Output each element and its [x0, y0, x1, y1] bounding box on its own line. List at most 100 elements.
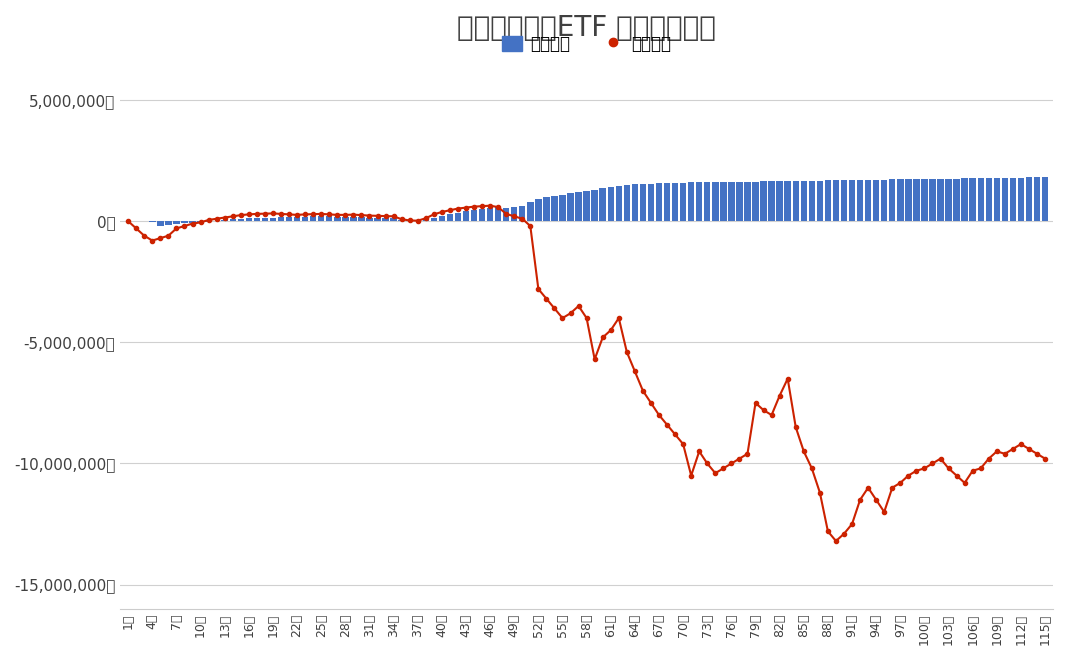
- Bar: [761, 181, 767, 221]
- Bar: [849, 180, 856, 221]
- Bar: [945, 179, 952, 221]
- Bar: [536, 200, 542, 221]
- Bar: [921, 179, 927, 221]
- Bar: [881, 180, 888, 221]
- Bar: [993, 178, 1000, 221]
- Bar: [189, 221, 195, 223]
- Bar: [752, 181, 759, 221]
- Bar: [254, 218, 260, 221]
- Bar: [359, 217, 365, 221]
- Bar: [286, 217, 292, 221]
- Bar: [688, 183, 695, 221]
- Bar: [873, 180, 879, 221]
- Bar: [600, 188, 606, 221]
- Bar: [334, 217, 340, 221]
- Bar: [591, 190, 598, 221]
- Bar: [391, 218, 397, 221]
- Bar: [245, 218, 252, 221]
- Bar: [970, 179, 976, 221]
- Bar: [1018, 177, 1024, 221]
- Bar: [382, 218, 388, 221]
- Bar: [1009, 178, 1016, 221]
- Bar: [937, 179, 943, 221]
- Bar: [728, 182, 734, 221]
- Bar: [954, 179, 960, 221]
- Bar: [479, 209, 485, 221]
- Bar: [165, 221, 172, 225]
- Legend: 実現損益, 評価損益: 実現損益, 評価損益: [495, 28, 679, 60]
- Bar: [986, 178, 992, 221]
- Bar: [398, 219, 404, 221]
- Bar: [584, 191, 590, 221]
- Bar: [519, 206, 525, 221]
- Bar: [487, 208, 493, 221]
- Bar: [375, 217, 381, 221]
- Bar: [809, 181, 815, 221]
- Bar: [777, 181, 783, 221]
- Bar: [238, 219, 244, 221]
- Bar: [173, 221, 179, 223]
- Bar: [832, 181, 839, 221]
- Bar: [414, 220, 421, 221]
- Bar: [366, 217, 372, 221]
- Title: トライオートETF 週別運用実績: トライオートETF 週別運用実績: [457, 14, 716, 42]
- Bar: [277, 217, 284, 221]
- Bar: [712, 182, 718, 221]
- Bar: [857, 180, 863, 221]
- Bar: [463, 212, 469, 221]
- Bar: [495, 207, 501, 221]
- Bar: [270, 217, 276, 221]
- Bar: [865, 180, 872, 221]
- Bar: [889, 179, 895, 221]
- Bar: [680, 183, 686, 221]
- Bar: [616, 186, 622, 221]
- Bar: [913, 179, 920, 221]
- Bar: [784, 181, 791, 221]
- Bar: [149, 221, 156, 222]
- Bar: [423, 219, 429, 221]
- Bar: [768, 181, 775, 221]
- Bar: [672, 183, 679, 221]
- Bar: [407, 220, 413, 221]
- Bar: [350, 217, 356, 221]
- Bar: [793, 181, 799, 221]
- Bar: [527, 202, 534, 221]
- Bar: [745, 182, 751, 221]
- Bar: [503, 208, 509, 221]
- Bar: [559, 194, 566, 221]
- Bar: [929, 179, 936, 221]
- Bar: [157, 221, 163, 226]
- Bar: [1034, 177, 1040, 221]
- Bar: [309, 216, 317, 221]
- Bar: [800, 181, 807, 221]
- Bar: [552, 196, 558, 221]
- Bar: [1002, 178, 1008, 221]
- Bar: [607, 187, 614, 221]
- Bar: [736, 182, 743, 221]
- Bar: [905, 179, 911, 221]
- Bar: [511, 207, 517, 221]
- Bar: [431, 217, 437, 221]
- Bar: [568, 193, 574, 221]
- Bar: [575, 192, 582, 221]
- Bar: [648, 184, 654, 221]
- Bar: [977, 178, 984, 221]
- Bar: [640, 184, 647, 221]
- Bar: [229, 219, 236, 221]
- Bar: [318, 216, 324, 221]
- Bar: [961, 179, 968, 221]
- Bar: [222, 220, 228, 221]
- Bar: [439, 216, 445, 221]
- Bar: [632, 184, 638, 221]
- Bar: [181, 221, 188, 223]
- Bar: [841, 180, 847, 221]
- Bar: [455, 213, 461, 221]
- Bar: [293, 217, 300, 221]
- Bar: [704, 182, 711, 221]
- Bar: [197, 221, 204, 222]
- Bar: [302, 217, 308, 221]
- Bar: [343, 217, 349, 221]
- Bar: [816, 181, 823, 221]
- Bar: [543, 197, 550, 221]
- Bar: [327, 216, 333, 221]
